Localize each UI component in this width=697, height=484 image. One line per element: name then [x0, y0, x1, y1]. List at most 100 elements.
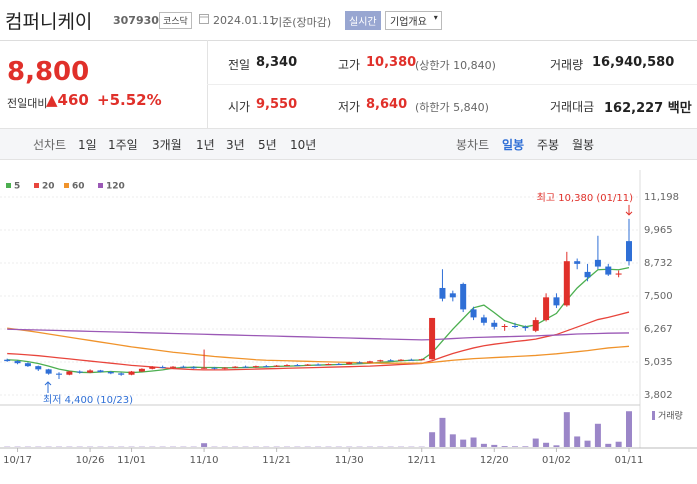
- volume-bar: [553, 445, 560, 447]
- volume-bar: [626, 411, 632, 447]
- tab-item[interactable]: 1일: [78, 138, 97, 152]
- candle-body: [563, 261, 570, 306]
- legend-label: 60: [72, 182, 85, 192]
- candle-body: [201, 367, 208, 369]
- info-note: (상한가 10,840): [415, 59, 496, 72]
- up-arrow: ▲: [46, 91, 58, 109]
- tab-label: 봉차트: [456, 138, 490, 152]
- y-tick-label: 9,965: [644, 225, 673, 236]
- legend-label: 20: [42, 182, 55, 192]
- volume-bar: [574, 436, 581, 447]
- tab-item[interactable]: 3년: [226, 138, 245, 152]
- candle-body: [118, 373, 125, 375]
- y-tick-label: 8,732: [644, 258, 673, 269]
- legend-label: 5: [14, 182, 20, 192]
- volume-bar: [615, 441, 622, 447]
- legend-swatch: [34, 183, 39, 188]
- volume-bar: [480, 443, 487, 447]
- volume-bar: [460, 439, 467, 447]
- info-label: 저가: [338, 100, 361, 114]
- volume-legend-swatch: [652, 411, 655, 420]
- date: 2024.01.11: [213, 14, 276, 27]
- candle-body: [532, 320, 539, 331]
- moving-average: [7, 328, 630, 341]
- volume-bar: [491, 444, 498, 447]
- candle-body: [211, 367, 218, 369]
- candle-body: [149, 366, 156, 369]
- tab-item[interactable]: 주봉: [537, 138, 560, 152]
- x-tick-label: 10/26: [76, 455, 105, 466]
- candle-body: [273, 365, 280, 367]
- candle-body: [335, 363, 342, 365]
- candle-body: [76, 371, 83, 373]
- info-value: 9,550: [256, 97, 298, 112]
- realtime-button[interactable]: 실시간: [345, 11, 381, 30]
- candle-body: [512, 325, 518, 327]
- tab-item[interactable]: 10년: [290, 138, 317, 152]
- x-tick-label: 10/17: [3, 455, 32, 466]
- candle-body: [107, 372, 114, 374]
- candle-body: [584, 271, 591, 278]
- candle-body: [325, 363, 332, 365]
- candle-body: [138, 368, 145, 372]
- candle-body: [128, 371, 135, 375]
- info-value: 162,227 백만: [604, 101, 692, 116]
- current-price: 8,800: [7, 57, 90, 87]
- x-tick-label: 01/02: [542, 455, 571, 466]
- high-arrow: [625, 204, 633, 216]
- tab-item[interactable]: 5년: [258, 138, 277, 152]
- candle-body: [24, 363, 31, 367]
- candle-body: [66, 371, 73, 375]
- x-tick-label: 12/11: [407, 455, 436, 466]
- candle-body: [232, 366, 239, 368]
- candle-body: [449, 293, 456, 298]
- candle-body: [14, 361, 21, 364]
- candle-body: [460, 283, 467, 310]
- change-pct: +5.52%: [97, 91, 162, 109]
- high-annotation: 최고 10,380 (01/11): [537, 192, 633, 204]
- legend-swatch: [6, 183, 11, 188]
- legend-label: 120: [106, 182, 125, 192]
- company-info-button[interactable]: 기업개요 ▾: [385, 11, 442, 30]
- candle-body: [252, 366, 259, 368]
- candle-body: [315, 364, 322, 366]
- volume-bar: [429, 432, 436, 447]
- candle-body: [242, 366, 249, 368]
- candle-body: [398, 359, 404, 361]
- candle-body: [387, 360, 394, 362]
- tab-item[interactable]: 일봉: [502, 138, 525, 152]
- tab-item[interactable]: 1년: [196, 138, 215, 152]
- info-value: 8,340: [256, 55, 298, 70]
- candle-body: [594, 259, 601, 267]
- volume-bar: [522, 446, 529, 447]
- moving-average: [7, 327, 630, 364]
- y-tick-label: 7,500: [644, 291, 673, 302]
- tab-item[interactable]: 1주일: [108, 138, 138, 152]
- candle-body: [45, 369, 52, 374]
- candle-body: [429, 317, 436, 360]
- moving-average: [7, 311, 630, 371]
- y-tick-label: 5,035: [644, 357, 673, 368]
- y-tick-label: 3,802: [644, 390, 673, 401]
- candle-body: [221, 367, 228, 369]
- company-name: 컴퍼니케이: [5, 11, 93, 33]
- calendar-icon: [199, 14, 209, 24]
- stock-code: 307930: [113, 14, 159, 27]
- volume-bar: [439, 417, 446, 447]
- candle-body: [553, 297, 560, 306]
- candle-body: [501, 325, 508, 327]
- change-value: 460: [57, 91, 89, 109]
- candle-body: [284, 365, 290, 367]
- info-value: 16,940,580: [592, 55, 675, 70]
- info-label: 고가: [338, 58, 361, 72]
- market-badge: 코스닥: [159, 12, 192, 29]
- tab-item[interactable]: 월봉: [572, 138, 595, 152]
- x-tick-label: 12/20: [480, 455, 509, 466]
- candle-body: [480, 317, 487, 323]
- candle-body: [522, 326, 529, 329]
- candle-body: [543, 297, 550, 321]
- candle-body: [439, 287, 446, 299]
- volume-bar: [470, 437, 477, 447]
- tab-item[interactable]: 3개월: [152, 138, 182, 152]
- basis: 기준(장마감): [272, 16, 332, 29]
